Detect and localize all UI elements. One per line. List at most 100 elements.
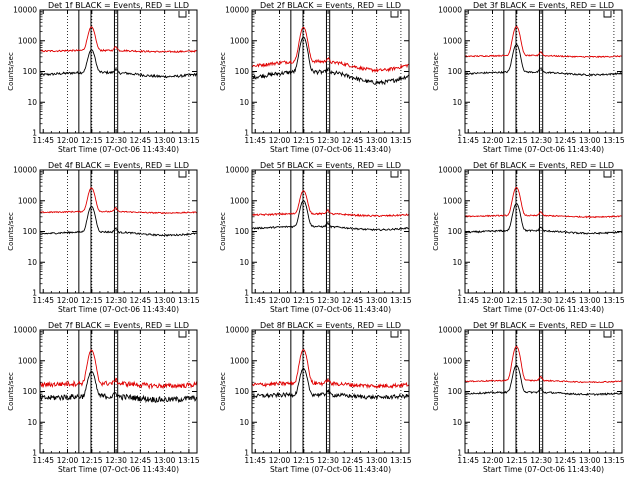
y-tick-label: 1 [244, 129, 249, 138]
x-axis-label: Start Time (07-Oct-06 11:43:40) [270, 465, 391, 474]
plot-frame [251, 169, 410, 294]
x-tick-label: 13:00 [154, 136, 176, 145]
y-tick-label: 1000 [230, 356, 249, 365]
lld-series-line [464, 26, 623, 59]
x-tick-label: 13:15 [603, 136, 625, 145]
corner-bracket-icon [178, 11, 187, 18]
plot-frame [251, 9, 410, 134]
events-series-line [464, 43, 623, 77]
y-tick-label: 1000 [18, 36, 37, 45]
x-axis-label: Start Time (07-Oct-06 11:43:40) [270, 305, 391, 314]
y-tick-label: 10000 [13, 166, 37, 175]
y-tick-label: 10000 [225, 166, 249, 175]
plot-frame [464, 169, 623, 294]
y-tick-label: 1 [32, 289, 37, 298]
x-tick-label: 13:15 [603, 296, 625, 305]
y-tick-label: 10 [27, 418, 37, 427]
x-tick-label: 11:45 [32, 456, 54, 465]
x-tick-label: 12:15 [293, 296, 315, 305]
x-axis-label: Start Time (07-Oct-06 11:43:40) [58, 465, 179, 474]
events-series-line [39, 205, 198, 237]
lld-series-line [251, 349, 410, 390]
corner-bracket-icon [390, 331, 399, 338]
y-tick-label: 100 [23, 387, 38, 396]
y-tick-label: 100 [448, 387, 463, 396]
x-tick-label: 12:00 [57, 456, 79, 465]
corner-bracket-icon [390, 11, 399, 18]
y-tick-label: 1000 [443, 356, 462, 365]
x-tick-label: 12:00 [482, 456, 504, 465]
y-tick-label: 1000 [230, 36, 249, 45]
corner-bracket-icon [603, 331, 612, 338]
y-axis-label: Counts/sec [219, 212, 227, 251]
panel-title: Det 2f BLACK = Events, RED = LLD [260, 1, 401, 10]
events-series-line [251, 36, 410, 86]
x-axis-label: Start Time (07-Oct-06 11:43:40) [58, 145, 179, 154]
y-axis-label: Counts/sec [432, 212, 440, 251]
events-series-line [251, 368, 410, 400]
y-tick-label: 10 [27, 258, 37, 267]
x-tick-label: 11:45 [32, 296, 54, 305]
x-tick-label: 11:45 [457, 456, 479, 465]
y-tick-label: 100 [448, 227, 463, 236]
x-tick-label: 12:15 [81, 456, 103, 465]
x-tick-label: 13:15 [390, 296, 412, 305]
x-tick-label: 12:45 [555, 136, 577, 145]
x-tick-label: 12:00 [57, 136, 79, 145]
x-tick-label: 11:45 [457, 136, 479, 145]
x-tick-label: 11:45 [244, 296, 266, 305]
y-tick-label: 1000 [443, 36, 462, 45]
y-axis-label: Counts/sec [219, 52, 227, 91]
x-tick-label: 11:45 [457, 296, 479, 305]
x-tick-label: 11:45 [32, 136, 54, 145]
y-axis-label: Counts/sec [7, 372, 15, 411]
corner-bracket-icon [178, 171, 187, 178]
x-tick-label: 12:45 [130, 456, 152, 465]
x-tick-label: 13:15 [178, 296, 200, 305]
y-axis-label: Counts/sec [432, 372, 440, 411]
panel-title: Det 4f BLACK = Events, RED = LLD [48, 161, 189, 170]
y-tick-label: 1000 [18, 196, 37, 205]
x-tick-label: 12:30 [105, 456, 127, 465]
x-axis-label: Start Time (07-Oct-06 11:43:40) [270, 145, 391, 154]
panel-title: Det 7f BLACK = Events, RED = LLD [48, 321, 189, 330]
y-tick-label: 10000 [438, 166, 462, 175]
y-tick-label: 10000 [438, 326, 462, 335]
y-tick-label: 1 [457, 129, 462, 138]
panel-title: Det 9f BLACK = Events, RED = LLD [473, 321, 614, 330]
y-tick-label: 10 [27, 98, 37, 107]
x-tick-label: 12:15 [506, 136, 528, 145]
x-tick-label: 12:15 [506, 456, 528, 465]
corner-bracket-icon [390, 171, 399, 178]
x-tick-label: 13:00 [579, 456, 601, 465]
x-axis-label: Start Time (07-Oct-06 11:43:40) [483, 305, 604, 314]
y-tick-label: 100 [235, 67, 250, 76]
events-series-line [464, 203, 623, 235]
y-tick-label: 10 [452, 418, 462, 427]
x-tick-label: 12:45 [342, 456, 364, 465]
x-tick-label: 12:00 [57, 296, 79, 305]
y-tick-label: 1 [244, 449, 249, 458]
x-tick-label: 12:45 [342, 136, 364, 145]
lld-series-line [39, 187, 198, 215]
x-tick-label: 12:30 [530, 136, 552, 145]
lld-series-line [39, 349, 198, 390]
y-tick-label: 10 [452, 258, 462, 267]
lld-series-line [251, 26, 410, 73]
y-tick-label: 10 [239, 418, 249, 427]
x-tick-label: 12:30 [105, 136, 127, 145]
x-tick-label: 12:00 [269, 136, 291, 145]
plot-frame [251, 329, 410, 454]
x-tick-label: 12:00 [482, 296, 504, 305]
events-series-line [39, 370, 198, 404]
x-tick-label: 12:15 [81, 296, 103, 305]
x-tick-label: 11:45 [244, 456, 266, 465]
